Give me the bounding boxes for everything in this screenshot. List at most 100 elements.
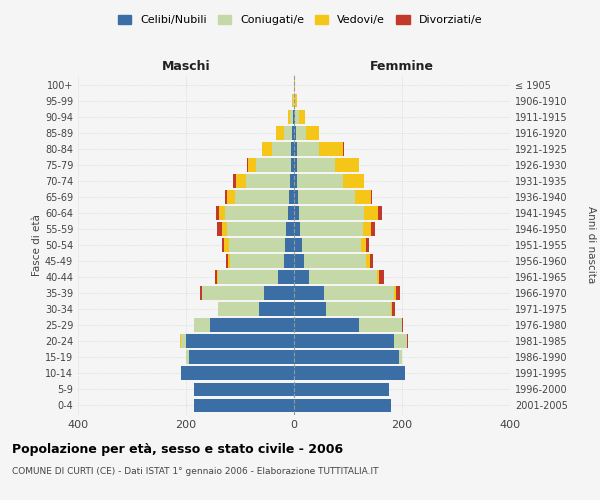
Bar [287,206,294,220]
Bar [194,382,294,396]
Bar [294,222,301,236]
Bar [306,126,319,140]
Bar [218,270,278,284]
Bar [292,158,294,172]
Bar [379,270,383,284]
Bar [188,350,294,364]
Bar [294,318,359,332]
Bar [211,318,294,332]
Bar [287,110,290,124]
Bar [217,270,218,284]
Bar [359,318,402,332]
Bar [202,286,265,300]
Bar [194,398,294,412]
Bar [378,206,382,220]
Bar [371,190,372,203]
Bar [226,206,287,220]
Bar [295,110,299,124]
Bar [286,222,294,236]
Bar [294,206,299,220]
Bar [294,286,324,300]
Bar [272,142,292,156]
Bar [294,334,394,348]
Bar [259,302,294,316]
Bar [302,238,361,252]
Bar [367,238,369,252]
Bar [400,350,402,364]
Bar [343,142,344,156]
Bar [335,158,359,172]
Bar [294,190,298,203]
Bar [395,286,400,300]
Bar [226,254,227,268]
Bar [355,190,371,203]
Text: Maschi: Maschi [161,60,211,72]
Bar [366,254,370,268]
Bar [216,206,219,220]
Bar [215,270,217,284]
Bar [294,382,389,396]
Bar [394,286,395,300]
Bar [324,286,394,300]
Bar [247,158,248,172]
Bar [292,142,294,156]
Bar [286,238,294,252]
Bar [304,254,366,268]
Bar [294,158,296,172]
Bar [294,302,326,316]
Bar [217,222,221,236]
Bar [284,126,292,140]
Bar [407,334,409,348]
Bar [227,254,230,268]
Bar [295,94,296,108]
Bar [294,142,297,156]
Bar [294,238,302,252]
Bar [218,302,259,316]
Bar [227,222,286,236]
Bar [289,190,294,203]
Text: Popolazione per età, sesso e stato civile - 2006: Popolazione per età, sesso e stato civil… [12,442,343,456]
Bar [248,158,256,172]
Bar [294,174,296,188]
Bar [293,94,294,108]
Bar [221,222,227,236]
Text: Anni di nascita: Anni di nascita [586,206,596,284]
Bar [343,174,364,188]
Text: Femmine: Femmine [370,60,434,72]
Bar [293,110,294,124]
Bar [402,318,403,332]
Bar [294,350,400,364]
Bar [262,142,272,156]
Bar [294,110,295,124]
Bar [284,254,294,268]
Bar [227,190,235,203]
Bar [181,366,294,380]
Bar [362,222,371,236]
Bar [394,334,407,348]
Bar [292,126,294,140]
Legend: Celibi/Nubili, Coniugati/e, Vedovi/e, Divorziati/e: Celibi/Nubili, Coniugati/e, Vedovi/e, Di… [113,10,487,30]
Bar [235,190,289,203]
Bar [236,174,247,188]
Bar [181,334,186,348]
Bar [294,270,309,284]
Bar [265,286,294,300]
Bar [294,94,295,108]
Bar [221,238,224,252]
Bar [297,142,319,156]
Bar [186,334,294,348]
Bar [199,286,202,300]
Bar [256,158,292,172]
Bar [292,94,293,108]
Bar [377,270,379,284]
Bar [296,126,306,140]
Bar [326,302,391,316]
Bar [319,142,343,156]
Bar [278,270,294,284]
Bar [294,366,404,380]
Y-axis label: Fasce di età: Fasce di età [32,214,42,276]
Bar [309,270,377,284]
Bar [229,238,286,252]
Bar [391,302,392,316]
Bar [290,174,294,188]
